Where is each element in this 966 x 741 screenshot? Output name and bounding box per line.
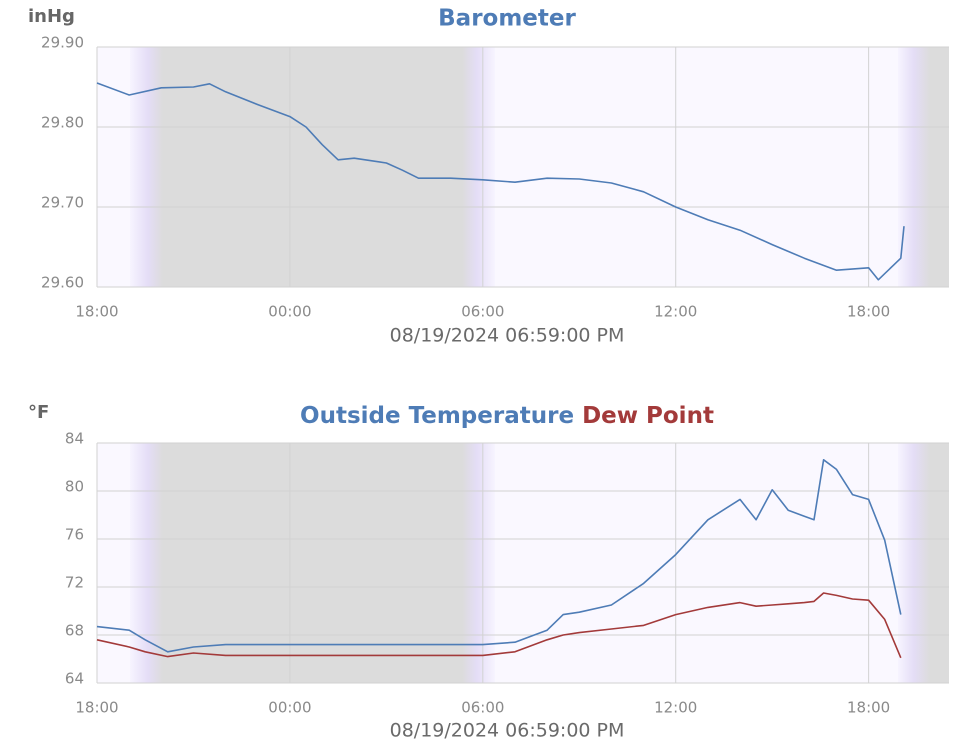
y-tick-label: 68 [65, 622, 84, 640]
x-tick-label: 18:00 [75, 303, 118, 321]
y-tick-label: 76 [65, 526, 84, 544]
y-tick-label: 84 [65, 430, 84, 448]
x-tick-label: 18:00 [847, 303, 890, 321]
y-unit: inHg [28, 6, 75, 27]
y-tick-label: 64 [65, 670, 84, 688]
panel-2-background [97, 443, 949, 683]
y-tick-label: 29.70 [41, 194, 84, 212]
y-tick-label: 72 [65, 574, 84, 592]
timestamp: 08/19/2024 06:59:00 PM [390, 325, 625, 347]
series-line [96, 82, 905, 281]
x-tick-label: 12:00 [654, 699, 697, 717]
legend-entry: Dew Point [582, 403, 714, 429]
legend-entry: Outside Temperature [300, 403, 574, 429]
y-unit: °F [28, 402, 49, 423]
y-tick-label: 29.60 [41, 274, 84, 292]
series-line [96, 459, 902, 653]
y-tick-label: 29.80 [41, 114, 84, 132]
timestamp: 08/19/2024 06:59:00 PM [390, 720, 625, 741]
chart-title: Outside Temperature Dew Point [300, 403, 714, 429]
series-line [96, 592, 902, 659]
x-tick-label: 00:00 [268, 699, 311, 717]
x-tick-label: 12:00 [654, 303, 697, 321]
x-tick-label: 06:00 [461, 699, 504, 717]
x-tick-label: 18:00 [75, 699, 118, 717]
x-tick-label: 06:00 [461, 303, 504, 321]
x-tick-label: 18:00 [847, 699, 890, 717]
y-tick-label: 80 [65, 478, 84, 496]
panel-1-background [97, 47, 949, 287]
y-tick-label: 29.90 [41, 34, 84, 52]
x-tick-label: 00:00 [268, 303, 311, 321]
chart-title: Barometer [438, 6, 576, 32]
